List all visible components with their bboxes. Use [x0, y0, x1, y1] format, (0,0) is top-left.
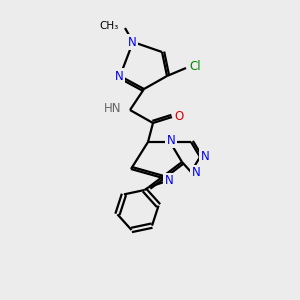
Text: N: N	[165, 175, 173, 188]
Text: Cl: Cl	[189, 61, 201, 74]
Text: N: N	[201, 151, 209, 164]
Text: O: O	[174, 110, 184, 122]
Text: CH₃: CH₃	[100, 21, 119, 31]
Text: N: N	[128, 35, 136, 49]
Text: N: N	[167, 134, 176, 146]
Text: HN: HN	[103, 103, 121, 116]
Text: N: N	[115, 70, 123, 83]
Text: N: N	[192, 167, 200, 179]
